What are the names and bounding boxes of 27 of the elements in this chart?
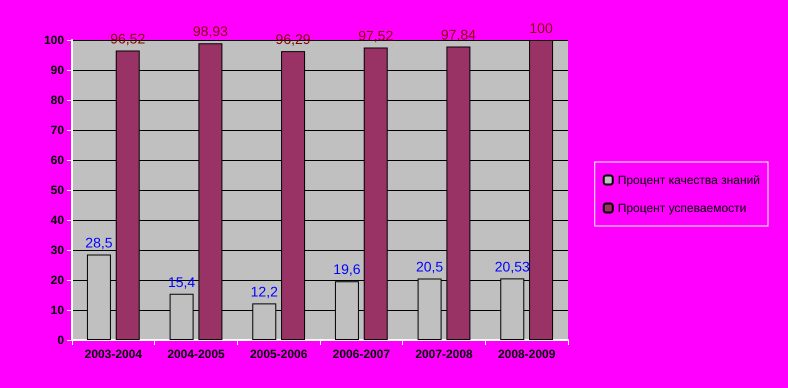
y-tick-label: 40 [50, 213, 64, 227]
y-tick-label: 70 [50, 123, 64, 137]
data-label: 100 [529, 20, 553, 36]
data-label: 28,5 [85, 234, 113, 250]
x-tick-label: 2008-2009 [498, 347, 556, 361]
y-tick-label: 50 [50, 183, 64, 197]
y-tick-label: 90 [50, 63, 64, 77]
data-label: 98,93 [192, 23, 228, 40]
legend-label: Процент успеваемости [618, 201, 746, 215]
data-label: 19,6 [333, 261, 361, 278]
y-tick-label: 20 [50, 273, 64, 287]
x-tick-label: 2003-2004 [84, 347, 142, 361]
x-tick-label: 2007-2008 [415, 347, 474, 361]
legend-label: Процент качества знаний [618, 173, 760, 187]
data-label: 20,5 [416, 258, 444, 274]
y-tick-label: 100 [44, 33, 64, 47]
data-label: 97,84 [440, 26, 476, 42]
data-label: 97,52 [358, 27, 394, 44]
data-label: 12,2 [250, 283, 278, 300]
y-tick-label: 10 [50, 303, 64, 317]
x-tick-label: 2006-2007 [332, 347, 390, 361]
y-tick-label: 0 [57, 333, 64, 347]
x-tick-label: 2004-2005 [167, 347, 226, 361]
y-tick-label: 80 [50, 93, 64, 107]
y-tick-label: 30 [50, 243, 64, 257]
x-tick-label: 2005-2006 [250, 347, 308, 361]
y-tick-label: 60 [50, 153, 64, 167]
